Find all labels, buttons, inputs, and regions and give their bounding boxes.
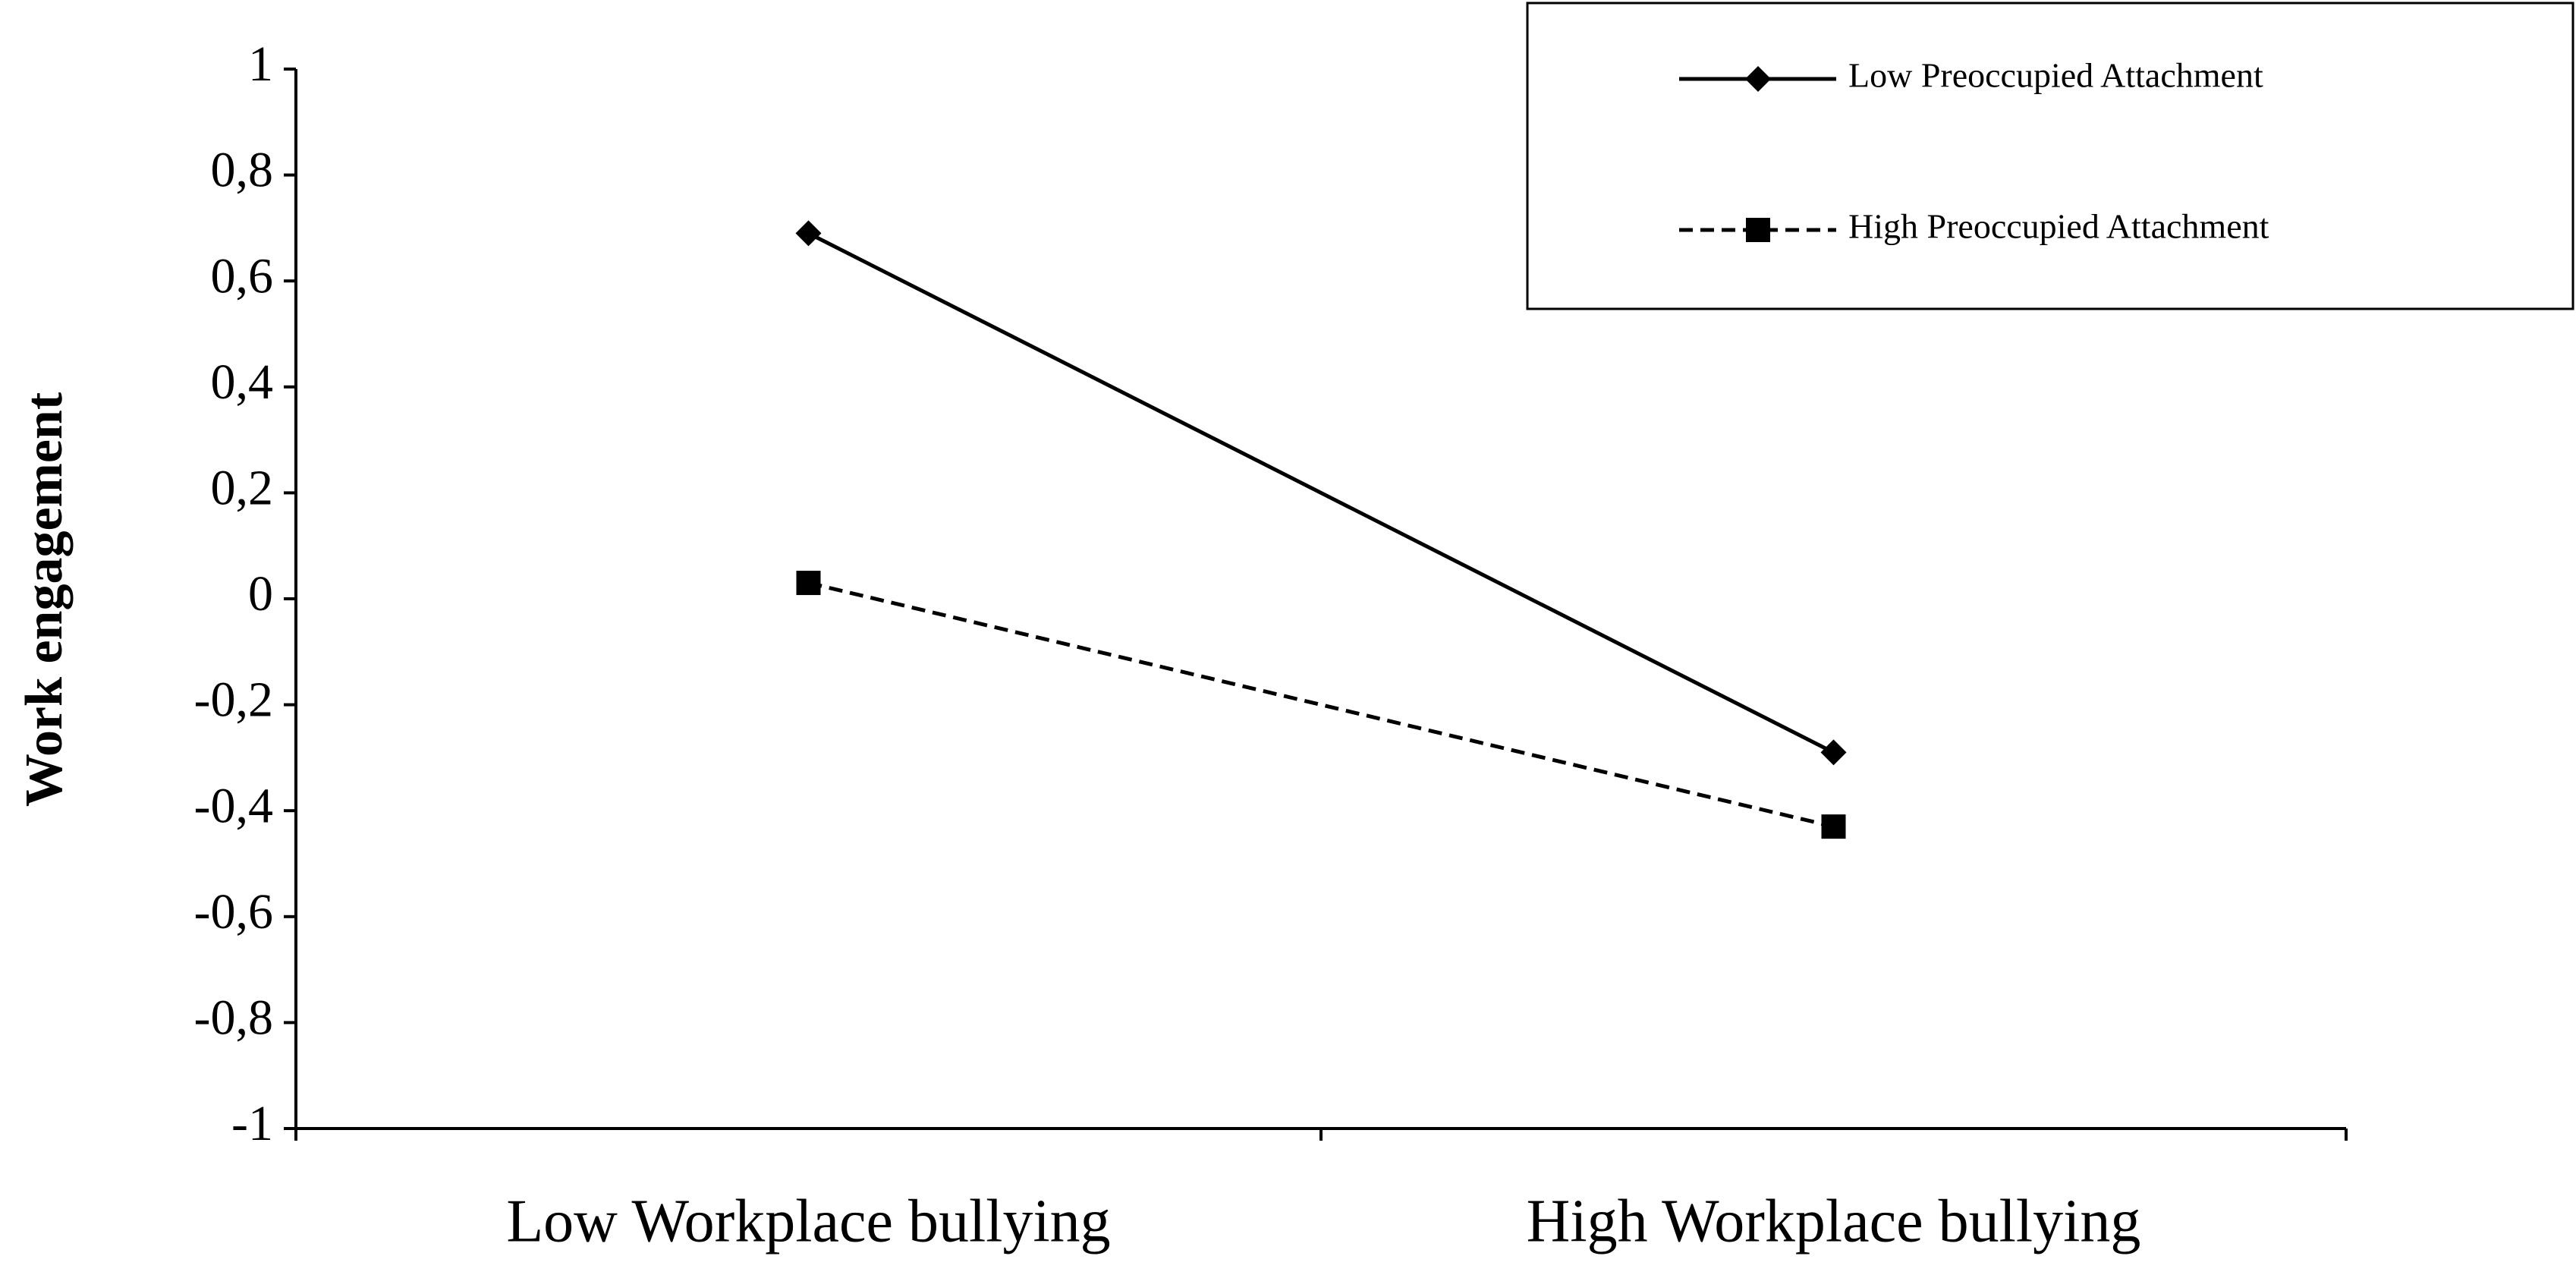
x-tick-label: Low Workplace bullying xyxy=(506,1188,1110,1255)
y-tick-label: -0,4 xyxy=(194,778,273,833)
series-line xyxy=(807,581,1835,829)
legend-marker xyxy=(1746,218,1770,242)
legend-label: Low Preoccupied Attachment xyxy=(1848,56,2263,95)
series-line xyxy=(807,231,1835,754)
data-point xyxy=(796,571,821,596)
x-tick-label: High Workplace bullying xyxy=(1527,1188,2141,1255)
data-point xyxy=(1821,814,1846,839)
legend-box xyxy=(1526,2,2574,310)
y-tick-label: 0,6 xyxy=(211,248,274,304)
y-tick-label: -0,6 xyxy=(194,884,273,940)
legend-marker xyxy=(1745,66,1771,92)
data-point xyxy=(795,220,822,247)
legend-label: High Preoccupied Attachment xyxy=(1848,207,2269,246)
y-axis-title: Work engagement xyxy=(15,392,74,807)
y-tick-label: -1 xyxy=(231,1096,273,1151)
y-tick-label: 0,8 xyxy=(211,143,274,198)
y-tick-label: 0,4 xyxy=(211,354,274,410)
y-tick-label: 0,2 xyxy=(211,461,274,516)
y-tick-label: 1 xyxy=(248,36,273,92)
y-tick-label: -0,2 xyxy=(194,672,273,728)
y-tick-label: -0,8 xyxy=(194,990,273,1046)
y-tick-label: 0 xyxy=(248,566,273,622)
data-point xyxy=(1820,739,1847,766)
